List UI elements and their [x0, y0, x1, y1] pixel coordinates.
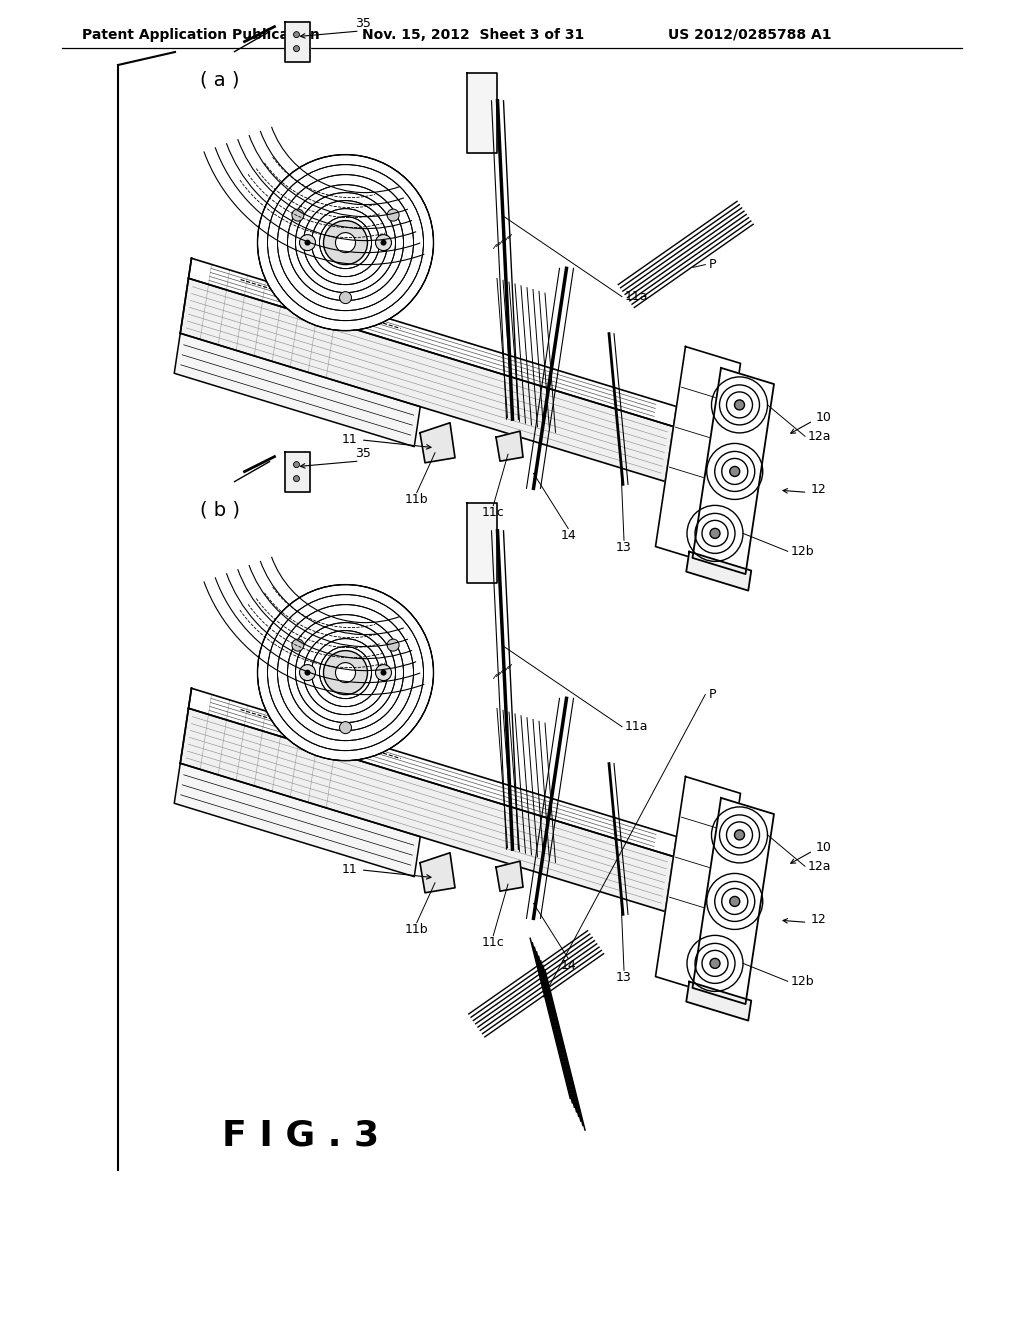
- Text: P: P: [709, 259, 716, 271]
- Text: 10: 10: [816, 412, 831, 424]
- Text: ( b ): ( b ): [200, 500, 240, 520]
- Circle shape: [387, 209, 399, 222]
- Circle shape: [387, 639, 399, 651]
- Polygon shape: [467, 503, 497, 583]
- Polygon shape: [174, 333, 420, 446]
- Polygon shape: [655, 776, 740, 994]
- Text: 14: 14: [560, 529, 577, 543]
- Polygon shape: [686, 552, 752, 590]
- Text: Nov. 15, 2012  Sheet 3 of 31: Nov. 15, 2012 Sheet 3 of 31: [362, 28, 585, 42]
- Text: 11b: 11b: [404, 923, 429, 936]
- Circle shape: [304, 240, 310, 246]
- Circle shape: [376, 235, 391, 251]
- Text: 11: 11: [342, 863, 357, 876]
- Text: 12a: 12a: [808, 859, 831, 873]
- Circle shape: [257, 154, 433, 330]
- Polygon shape: [692, 368, 774, 574]
- Text: Patent Application Publication: Patent Application Publication: [82, 28, 319, 42]
- Text: 11: 11: [342, 433, 357, 446]
- Circle shape: [292, 209, 304, 222]
- Circle shape: [294, 46, 299, 51]
- Polygon shape: [692, 797, 774, 1005]
- Text: P: P: [709, 688, 716, 701]
- Circle shape: [294, 462, 299, 467]
- Text: 12a: 12a: [808, 430, 831, 442]
- Polygon shape: [420, 853, 455, 892]
- Text: 13: 13: [616, 972, 632, 983]
- Text: 11c: 11c: [482, 936, 505, 949]
- Circle shape: [336, 232, 355, 252]
- Circle shape: [340, 292, 351, 304]
- Text: 14: 14: [560, 960, 577, 972]
- Polygon shape: [285, 451, 309, 491]
- Text: 13: 13: [616, 541, 632, 554]
- Circle shape: [376, 664, 391, 681]
- Circle shape: [324, 220, 368, 264]
- Text: 12b: 12b: [791, 974, 814, 987]
- Circle shape: [294, 32, 299, 38]
- Polygon shape: [686, 982, 752, 1020]
- Polygon shape: [467, 73, 497, 153]
- Polygon shape: [174, 763, 420, 876]
- Text: 35: 35: [354, 17, 371, 29]
- Polygon shape: [496, 432, 523, 461]
- Text: ( a ): ( a ): [200, 70, 240, 90]
- Text: 10: 10: [816, 841, 831, 854]
- Circle shape: [304, 669, 310, 676]
- Circle shape: [299, 235, 315, 251]
- Circle shape: [257, 585, 433, 760]
- Text: 11b: 11b: [404, 494, 429, 506]
- Text: 11a: 11a: [625, 721, 648, 733]
- Text: US 2012/0285788 A1: US 2012/0285788 A1: [668, 28, 831, 42]
- Circle shape: [292, 639, 304, 651]
- Circle shape: [730, 896, 739, 907]
- Circle shape: [336, 663, 355, 682]
- Polygon shape: [180, 709, 674, 912]
- Circle shape: [730, 466, 739, 477]
- Circle shape: [734, 830, 744, 840]
- Polygon shape: [496, 861, 523, 891]
- Text: 11c: 11c: [482, 506, 505, 519]
- Text: F I G . 3: F I G . 3: [222, 1118, 379, 1152]
- Polygon shape: [285, 21, 309, 62]
- Circle shape: [710, 528, 720, 539]
- Polygon shape: [188, 688, 677, 857]
- Circle shape: [294, 475, 299, 482]
- Text: 12: 12: [811, 483, 826, 496]
- Circle shape: [734, 400, 744, 411]
- Circle shape: [381, 240, 386, 246]
- Text: 12b: 12b: [791, 545, 814, 558]
- Circle shape: [710, 958, 720, 969]
- Polygon shape: [420, 422, 455, 463]
- Polygon shape: [180, 279, 674, 482]
- Text: 11a: 11a: [625, 290, 648, 304]
- Text: 35: 35: [354, 446, 371, 459]
- Circle shape: [340, 722, 351, 734]
- Polygon shape: [188, 259, 677, 426]
- Circle shape: [324, 651, 368, 694]
- Circle shape: [381, 669, 386, 676]
- Polygon shape: [655, 347, 740, 564]
- Circle shape: [299, 664, 315, 681]
- Text: 12: 12: [811, 913, 826, 925]
